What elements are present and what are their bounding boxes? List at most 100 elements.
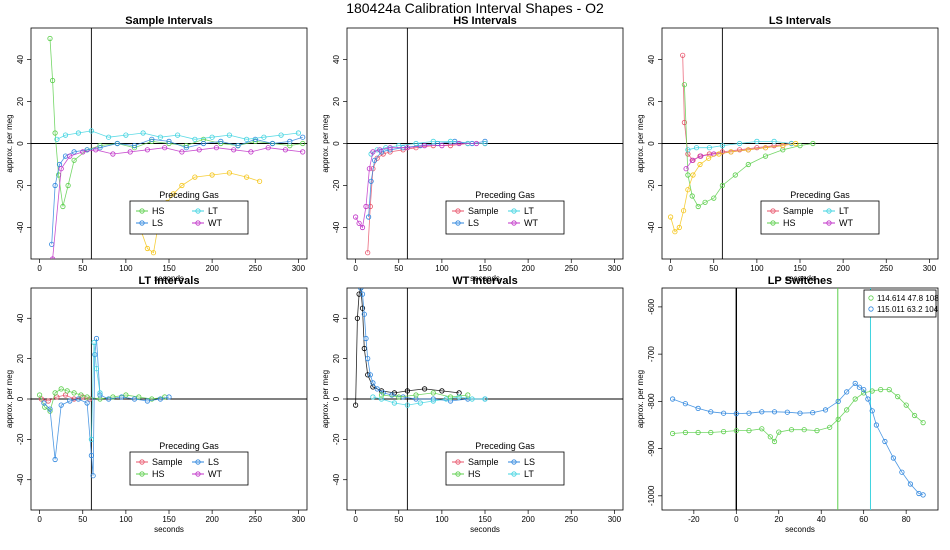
x-axis-label: seconds [154, 525, 184, 534]
data-point [75, 396, 82, 402]
data-point [762, 145, 769, 151]
data-point [64, 388, 70, 394]
data-point [835, 416, 841, 422]
data-point [359, 305, 366, 311]
y-tick-label: -40 [16, 473, 25, 485]
data-point [356, 220, 362, 226]
data-point [200, 140, 207, 147]
series-line [367, 143, 485, 253]
legend: Preceding Gas Sample LT LS WT [445, 190, 565, 235]
series-line [56, 130, 299, 140]
data-point [52, 182, 58, 189]
data-point [447, 398, 454, 404]
data-point [695, 203, 701, 210]
series-line [49, 38, 303, 207]
legend-entry: WT [508, 218, 538, 228]
data-point [127, 149, 133, 155]
x-tick-label: 200 [521, 515, 535, 524]
data-point [278, 132, 284, 138]
legend-entry: HS [136, 469, 165, 479]
data-point [899, 469, 905, 475]
data-point [754, 145, 760, 151]
data-point [354, 315, 360, 321]
data-point [352, 402, 359, 408]
data-point [890, 455, 897, 461]
y-axis-label: approx. per meg [5, 114, 14, 172]
data-point [396, 394, 402, 400]
x-tick-label: -20 [688, 515, 700, 524]
y-tick-label: 40 [16, 313, 25, 322]
x-tick-label: 200 [521, 264, 535, 273]
legend-entry: WT [823, 218, 853, 228]
data-point [720, 410, 727, 416]
data-point [65, 182, 71, 189]
series-line [381, 392, 468, 398]
data-point [106, 396, 112, 402]
x-tick-label: 250 [565, 515, 579, 524]
x-tick-label: 40 [817, 515, 826, 524]
legend-entry: Sample [452, 206, 499, 216]
data-point [685, 187, 691, 193]
legend-label: LT [208, 206, 218, 216]
data-point [907, 481, 914, 487]
legend-marker [770, 220, 776, 226]
y-tick-label: -20 [332, 179, 341, 191]
data-point [123, 132, 129, 138]
data-point [822, 407, 829, 413]
x-tick-label: 300 [923, 264, 937, 273]
plot-body [31, 288, 307, 510]
y-tick-label: -700 [647, 346, 656, 363]
data-point [852, 396, 858, 402]
data-point [903, 402, 909, 408]
y-tick-label: 40 [332, 313, 341, 322]
series-line [360, 288, 485, 402]
data-point [110, 394, 116, 400]
legend-entry: Sample [767, 206, 814, 216]
data-point [157, 396, 163, 402]
y-axis-label: approx. per meg [321, 370, 330, 428]
data-point [689, 157, 695, 163]
data-point [150, 250, 157, 256]
data-point [149, 396, 155, 402]
data-point [370, 149, 376, 155]
data-point [391, 400, 397, 406]
legend-box [760, 200, 880, 235]
data-point [367, 372, 373, 378]
data-point [119, 394, 125, 400]
data-point [166, 394, 172, 400]
data-point [67, 398, 73, 404]
data-point [58, 166, 64, 172]
series-line [355, 288, 460, 406]
data-point [269, 140, 276, 147]
series-wt [352, 140, 479, 231]
data-point [295, 130, 301, 136]
data-point [886, 386, 892, 393]
data-point [52, 130, 58, 136]
legend: Preceding Gas Sample LS HS LT [445, 441, 565, 486]
legend-marker [139, 208, 145, 214]
y-tick-label: 0 [332, 396, 341, 401]
legend-label: Sample [783, 206, 814, 216]
data-point [695, 405, 701, 411]
y-tick-label: 0 [332, 141, 341, 146]
legend-label: HS [468, 469, 481, 479]
x-tick-label: 300 [292, 515, 306, 524]
data-point [456, 394, 462, 400]
panel-title: LP Switches [768, 275, 833, 287]
series-line [672, 389, 924, 443]
data-point [387, 145, 393, 151]
data-point [413, 396, 419, 402]
legend-entry: LS [508, 457, 535, 467]
legend-label: Sample [468, 206, 499, 216]
data-point [52, 456, 58, 463]
x-tick-label: 0 [353, 515, 358, 524]
data-point [776, 429, 782, 435]
legend-label: 114.614 47.8 108 [877, 294, 939, 303]
series-hs [36, 386, 168, 414]
panel-title: WT Intervals [452, 275, 517, 287]
data-point [49, 77, 56, 84]
y-tick-label: -40 [332, 221, 341, 233]
data-point [404, 402, 410, 408]
data-point [702, 199, 708, 205]
